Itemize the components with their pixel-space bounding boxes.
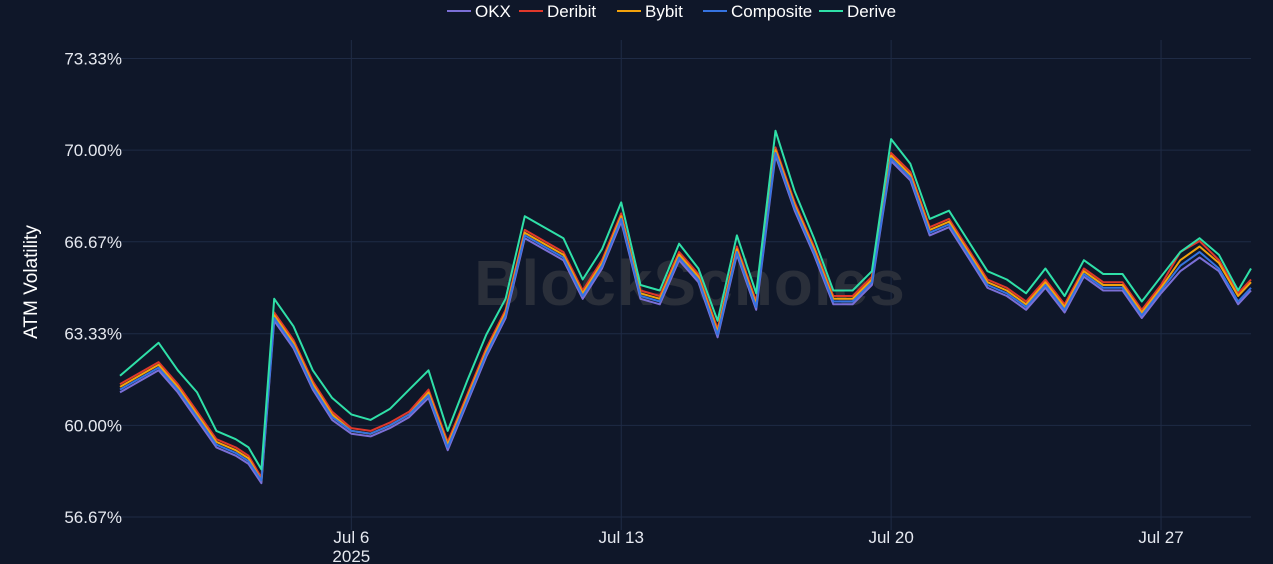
legend-label: OKX [475, 2, 511, 21]
series-line-derive [119, 129, 1252, 471]
legend-label: Derive [847, 2, 896, 21]
y-tick-label: 60.00% [64, 416, 122, 435]
legend-item-bybit[interactable]: Bybit [617, 2, 683, 21]
legend-label: Composite [731, 2, 812, 21]
x-tick-label: Jul 13 [599, 528, 644, 547]
legend-label: Deribit [547, 2, 596, 21]
y-tick-label: 56.67% [64, 508, 122, 527]
watermark: BlockScholes [474, 247, 906, 319]
series-line-bybit [119, 149, 1252, 482]
y-tick-label: 70.00% [64, 141, 122, 160]
legend-item-okx[interactable]: OKX [447, 2, 511, 21]
series-lines [119, 129, 1252, 485]
grid-lines [120, 40, 1251, 530]
x-tick-year-label: 2025 [332, 547, 370, 564]
series-line-composite [119, 151, 1252, 482]
legend-item-derive[interactable]: Derive [819, 2, 896, 21]
series-line-okx [119, 154, 1252, 485]
x-tick-label: Jul 20 [868, 528, 913, 547]
y-tick-label: 66.67% [64, 233, 122, 252]
legend-item-composite[interactable]: Composite [703, 2, 812, 21]
legend-item-deribit[interactable]: Deribit [519, 2, 596, 21]
y-tick-label: 63.33% [64, 325, 122, 344]
y-axis-label: ATM Volatility [21, 225, 42, 339]
legend-label: Bybit [645, 2, 683, 21]
x-tick-label: Jul 27 [1138, 528, 1183, 547]
legend[interactable]: OKX Deribit Bybit Composite Derive [447, 2, 896, 21]
y-tick-label: 73.33% [64, 49, 122, 68]
x-tick-label: Jul 6 [333, 528, 369, 547]
y-axis-ticks: 56.67% 60.00% 63.33% 66.67% 70.00% 73.33% [64, 49, 122, 527]
series-line-deribit [119, 146, 1252, 479]
